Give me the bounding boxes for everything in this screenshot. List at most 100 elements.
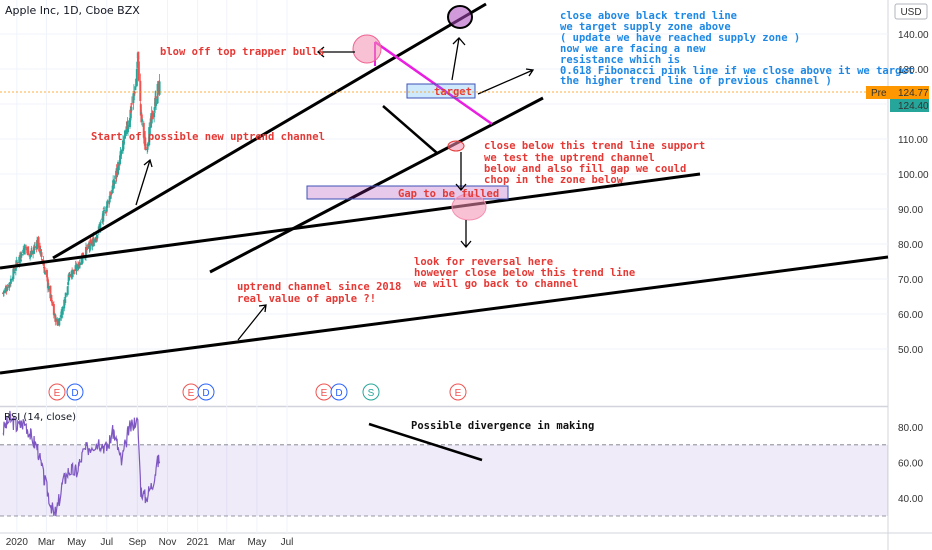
note-2018-line2: real value of apple ?! [237,293,376,305]
note-blue-7: the higher trend line of previous channe… [560,75,832,87]
candle-body [99,221,102,223]
rsi-title[interactable]: RSI (14, close) [4,412,76,423]
candle-body [118,163,121,166]
candle-body [158,81,161,95]
event-marker-earnings[interactable]: E [182,383,200,401]
last-price: 124.40 [898,101,929,112]
trendline-upper-channel[interactable] [52,2,487,260]
candle-body [99,223,102,229]
candle-body [144,146,147,151]
candle-body [61,306,64,315]
candle-body [130,106,133,111]
break-highlight[interactable] [447,140,465,152]
trendline-long[interactable] [0,172,701,270]
candle-body [13,272,16,274]
trendline-short[interactable] [382,105,438,154]
x-tick-label: May [247,537,266,548]
candle-body [130,103,133,105]
rsi-divergence-line[interactable] [368,422,483,462]
fibonacci-line[interactable] [374,40,493,126]
candle-body [68,275,71,277]
top-highlight[interactable] [352,34,382,64]
event-marker-label: D [71,388,78,399]
rsi-line [2,410,161,517]
event-marker-label: E [54,388,61,399]
event-marker-label: E [321,388,328,399]
note-reversal-3: we will go back to channel [414,278,578,290]
arrow-up-target [451,37,466,81]
event-marker-dividend[interactable]: D [330,383,348,401]
event-marker-label: D [335,388,342,399]
candle-body [27,246,30,256]
y-tick-label: 50.00 [898,345,923,356]
note-close-below-4: chop in the zone below [484,174,624,186]
event-marker-circle [197,383,215,401]
candle-body [23,244,26,255]
x-tick-label: Mar [218,537,236,548]
note-gap: Gap to be fulled [398,188,499,200]
candle-body [127,125,130,127]
candle-body [88,241,91,251]
candle-body [50,300,53,302]
symbol-title[interactable]: Apple Inc, 1D, Cboe BZX [5,4,140,17]
arrow-left [316,46,355,58]
candle-body [54,317,57,322]
supply-zone[interactable] [406,83,476,99]
candle-body [125,126,128,135]
target-circle[interactable] [447,5,473,29]
candle-body [122,140,125,151]
trendline-lower-channel[interactable] [209,96,544,274]
arrow-new-channel [135,158,153,206]
event-marker-label: E [455,388,462,399]
candle-body [153,112,156,118]
event-marker-circle [362,383,380,401]
candle-body [142,122,145,138]
candle-body [151,111,154,120]
event-marker-dividend[interactable]: D [197,383,215,401]
y-tick-label: 130.00 [898,65,929,76]
event-marker-label: E [188,388,195,399]
trendline-2018-channel[interactable] [0,255,889,375]
note-reversal-2: however close below this trend line [414,267,635,279]
rsi-line-group [2,410,161,517]
time-axis[interactable]: 2020 Mar May Jul Sep Nov 2021 Mar May Jul [6,537,294,548]
event-marker-earnings[interactable]: E [48,383,66,401]
candle-body [104,211,107,214]
event-marker-earnings[interactable]: E [449,383,467,401]
candle-body [20,252,23,258]
candle-body [71,273,74,278]
currency-box[interactable] [894,3,928,20]
price-axis[interactable]: USD 50.00 60.00 70.00 80.00 90.00 100.00 110.0… [0,3,929,505]
candle-body [72,269,75,274]
candle-body [37,237,40,248]
event-marker-circle [66,383,84,401]
candle-body [102,208,105,210]
event-marker-split[interactable]: S [362,383,380,401]
x-tick-label: May [67,537,86,548]
candle-body [117,162,120,175]
note-blue-3: ( update we have reached supply zone ) [560,32,800,44]
candle-body [120,150,123,154]
candle-body [79,263,82,266]
reversal-highlight[interactable] [451,193,487,221]
rsi-overbought-oversold-band [0,444,888,516]
event-marker-earnings[interactable]: E [315,383,333,401]
candle-body [46,279,49,289]
rsi-panel-bg [0,408,888,533]
note-blow-off: blow off top trapper bulls [160,46,324,58]
gap-zone[interactable] [306,185,509,200]
candle-body [155,103,158,106]
candle-body [8,282,11,288]
candle-body [123,141,126,143]
candle-body [89,239,92,243]
candle-body [153,107,156,110]
candle-body [49,285,52,299]
candle-body [102,210,105,222]
event-marker-dividend[interactable]: D [66,383,84,401]
drawings[interactable] [0,2,889,462]
candle-body [8,283,11,285]
x-tick-label: Jul [100,537,113,548]
price-grid [0,0,888,533]
